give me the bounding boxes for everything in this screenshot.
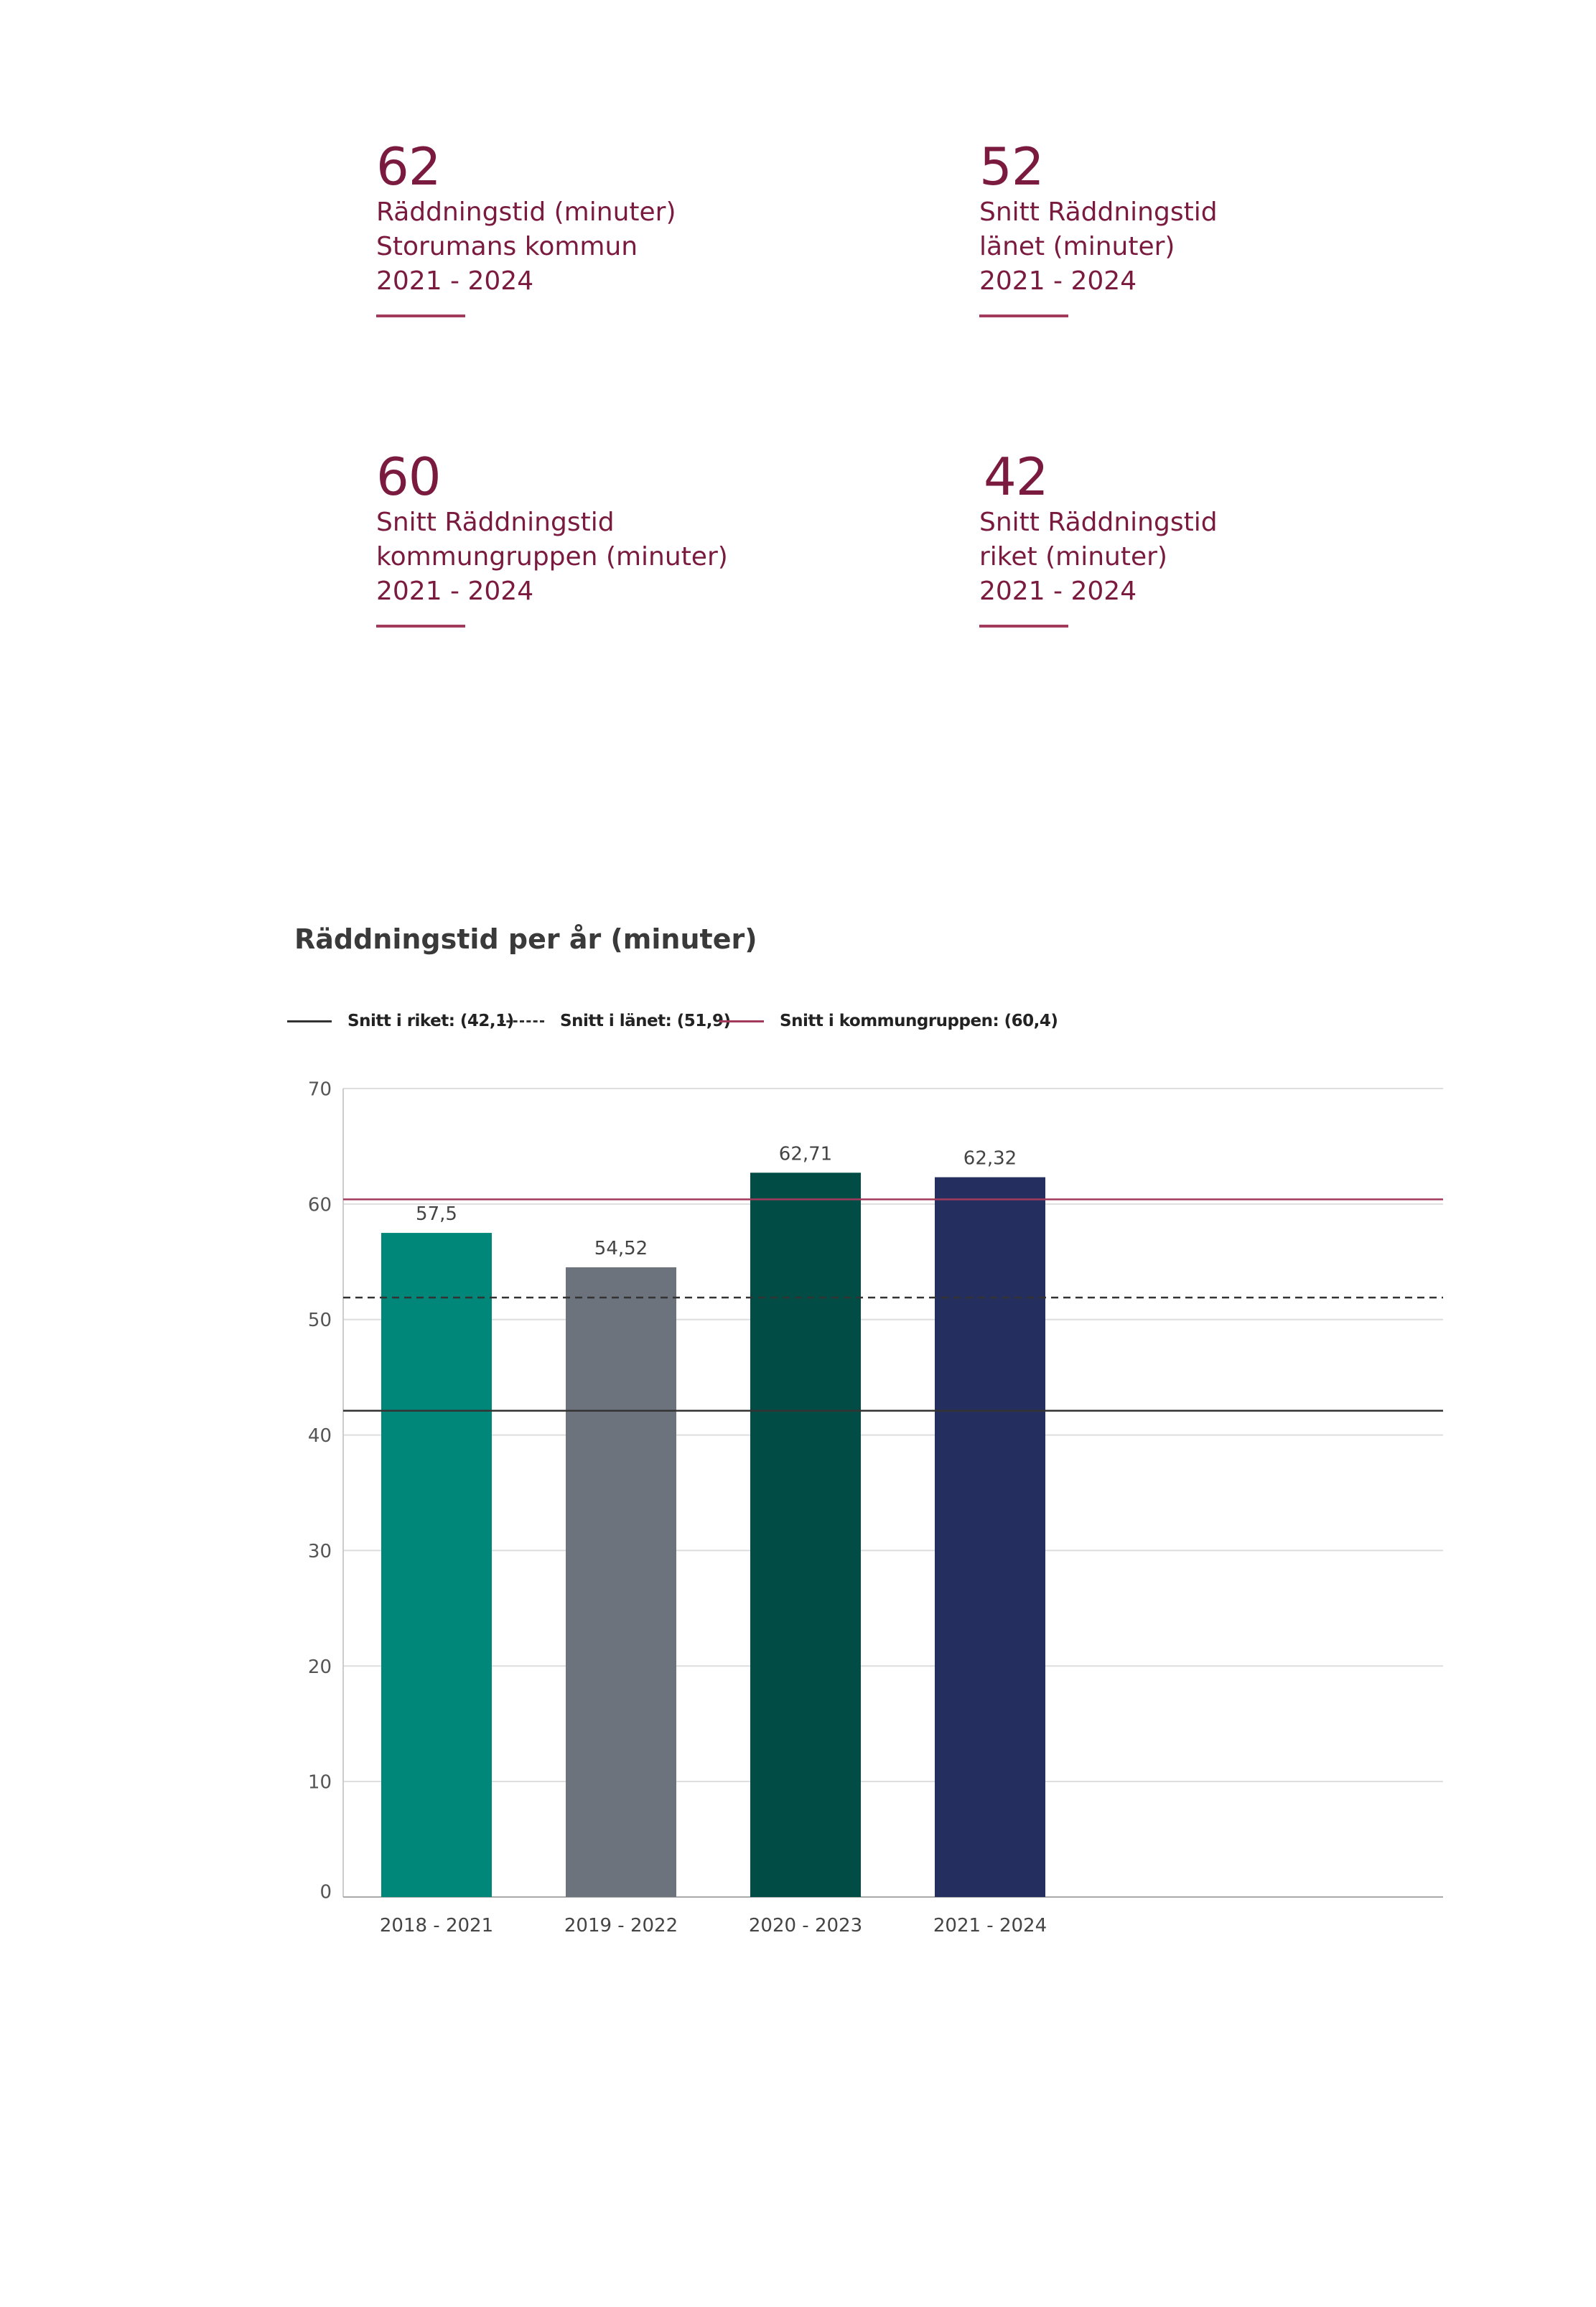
data-label: 54,52: [594, 1238, 648, 1259]
stat-label-line: Storumans kommun: [376, 232, 638, 261]
stat-value: 62: [376, 136, 442, 197]
legend-item-lanet: Snitt i länet: (51,9): [500, 1007, 731, 1035]
data-label: 62,32: [963, 1148, 1017, 1170]
stat-label-line: riket (minuter): [979, 542, 1167, 572]
y-tick-label: 70: [308, 1079, 332, 1101]
stat-label-line: länet (minuter): [979, 232, 1175, 261]
stat-label-line: kommungruppen (minuter): [376, 542, 728, 572]
legend-item-kommungruppen: Snitt i kommungruppen: (60,4): [719, 1007, 1058, 1035]
legend-swatch-accent: [719, 1020, 764, 1022]
stat-label-line: Snitt Räddningstid: [979, 508, 1218, 537]
stat-card-riket: 42 Snitt Räddningstid riket (minuter) 20…: [979, 448, 1218, 628]
stat-label-line: 2021 - 2024: [376, 577, 534, 606]
stat-label-line: Snitt Räddningstid: [979, 197, 1218, 227]
legend-swatch-dashed: [500, 1020, 544, 1022]
stat-card-lanet: 52 Snitt Räddningstid länet (minuter) 20…: [979, 138, 1218, 317]
y-tick-label: 40: [308, 1425, 332, 1447]
stat-label-line: 2021 - 2024: [376, 266, 534, 296]
data-label: 62,71: [779, 1143, 832, 1165]
legend-item-riket: Snitt i riket: (42,1): [287, 1007, 514, 1035]
y-tick-label: 10: [308, 1772, 332, 1794]
stat-value: 42: [984, 447, 1049, 507]
stat-underline: [376, 625, 465, 628]
stat-card-kommungruppen: 60 Snitt Räddningstid kommungruppen (min…: [376, 448, 728, 628]
x-tick-label: 2020 - 2023: [749, 1915, 862, 1937]
chart-title: Räddningstid per år (minuter): [294, 923, 757, 955]
stat-value: 60: [376, 447, 442, 507]
legend-label: Snitt i riket: (42,1): [347, 1012, 514, 1030]
x-tick-label: 2018 - 2021: [380, 1915, 493, 1937]
x-tick-label: 2019 - 2022: [564, 1915, 678, 1937]
legend-label: Snitt i länet: (51,9): [560, 1012, 731, 1030]
y-tick-label: 30: [308, 1541, 332, 1562]
bar: [750, 1173, 861, 1897]
stat-underline: [979, 625, 1068, 628]
bar: [566, 1267, 676, 1897]
stat-label-line: 2021 - 2024: [979, 577, 1137, 606]
y-tick-label: 50: [308, 1310, 332, 1331]
stat-card-storuman: 62 Räddningstid (minuter) Storumans komm…: [376, 138, 676, 317]
x-tick-label: 2021 - 2024: [933, 1915, 1047, 1937]
stat-underline: [979, 314, 1068, 317]
legend-label: Snitt i kommungruppen: (60,4): [780, 1012, 1058, 1030]
stat-label-line: Räddningstid (minuter): [376, 197, 676, 227]
stat-value: 52: [979, 136, 1045, 197]
stat-label-line: 2021 - 2024: [979, 266, 1137, 296]
bar: [935, 1177, 1045, 1897]
bar: [381, 1233, 492, 1897]
y-tick-label: 0: [319, 1882, 332, 1903]
legend-swatch-solid: [287, 1020, 332, 1022]
stat-label-line: Snitt Räddningstid: [376, 508, 615, 537]
y-tick-label: 60: [308, 1194, 332, 1216]
stat-underline: [376, 314, 465, 317]
data-label: 57,5: [416, 1203, 457, 1225]
y-tick-label: 20: [308, 1656, 332, 1678]
